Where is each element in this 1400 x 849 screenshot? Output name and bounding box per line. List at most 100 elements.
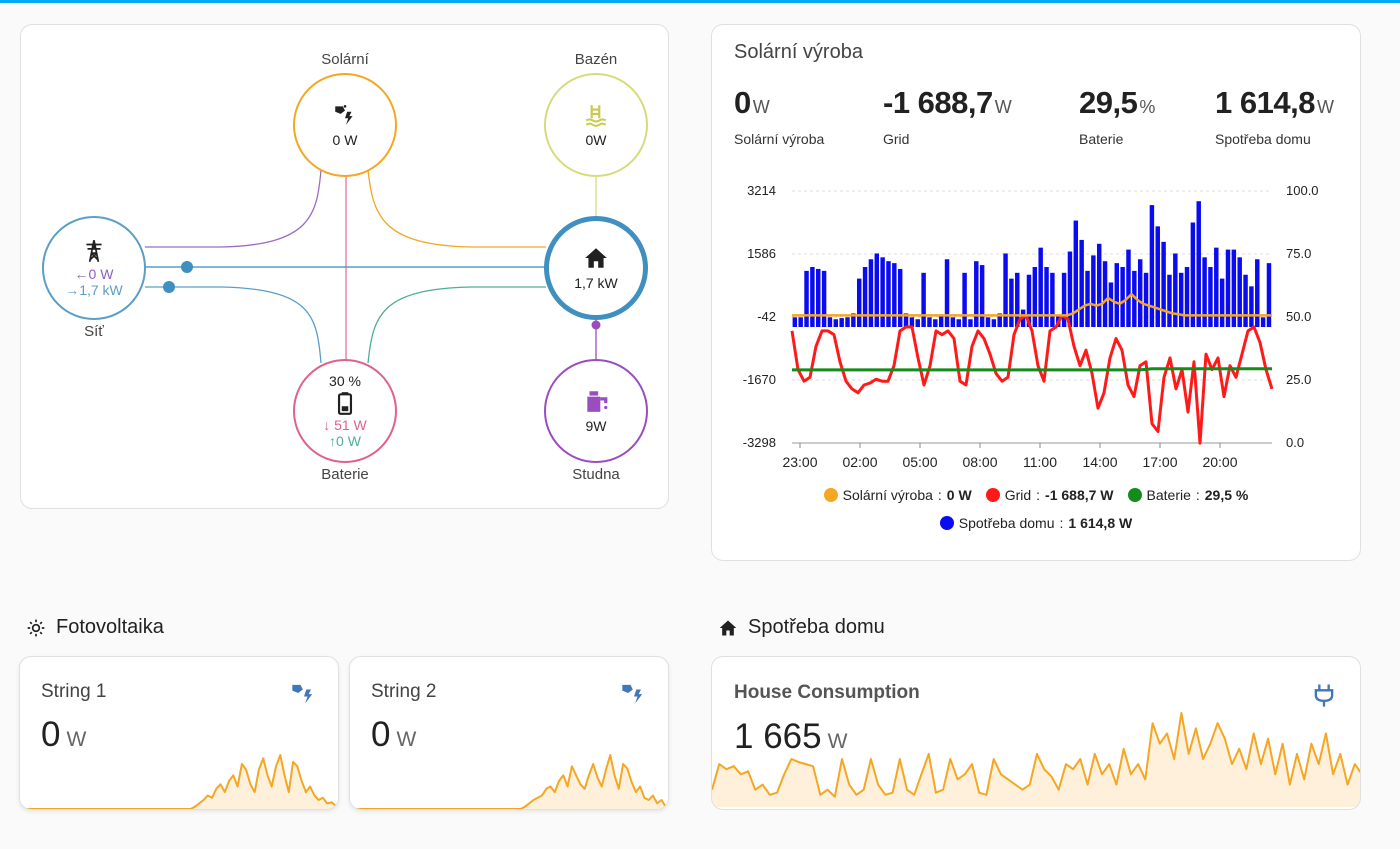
sparkline-area	[20, 755, 338, 809]
legend-solar[interactable]: Solární výroba:0 W	[823, 487, 972, 503]
sparkline-line	[20, 754, 338, 809]
y-right-tick: 0.0	[1286, 435, 1304, 450]
bar-spotreba-domu	[798, 317, 803, 327]
bar-spotreba-domu	[997, 313, 1002, 327]
series-line-solární-výroba	[792, 292, 1272, 317]
bar-spotreba-domu	[1108, 282, 1114, 327]
battery-icon	[337, 392, 353, 415]
solar-value: 0 W	[332, 132, 358, 148]
bar-spotreba-domu	[1032, 267, 1038, 327]
y-right-tick: 25.0	[1286, 372, 1311, 387]
stat-grid-label: Grid	[883, 131, 910, 147]
bar-spotreba-domu	[1003, 253, 1008, 327]
sparkline-area	[350, 755, 668, 809]
bar-spotreba-domu	[985, 317, 991, 327]
bar-spotreba-domu	[1079, 239, 1084, 327]
bar-spotreba-domu	[927, 317, 932, 327]
y-left-tick: -3298	[743, 435, 776, 450]
stat-battery-value: 29,5%	[1079, 85, 1155, 120]
well-node[interactable]: 9W	[544, 359, 648, 463]
bar-spotreba-domu	[892, 263, 897, 327]
grid-export-value: →1,7 kW	[65, 282, 123, 298]
bar-spotreba-domu	[1155, 226, 1160, 327]
section-home-title: Spotřeba domu	[748, 616, 885, 638]
bar-spotreba-domu	[1102, 261, 1108, 327]
section-pv-header: Fotovoltaika	[26, 616, 164, 639]
bar-spotreba-domu	[833, 319, 839, 327]
tile-value: 1 665 W	[734, 717, 848, 756]
tile-title: String 2	[371, 681, 437, 702]
grid-import-value: ←0 W	[74, 266, 114, 282]
bar-spotreba-domu	[1161, 241, 1166, 327]
stat-solar-label: Solární výroba	[734, 131, 825, 147]
water-pump-icon	[587, 391, 608, 412]
battery-node[interactable]: 30 % ↓ 51 W ↑0 W	[293, 359, 397, 463]
bar-spotreba-domu	[821, 270, 827, 327]
bar-spotreba-domu	[1260, 317, 1266, 327]
legend-home[interactable]: Spotřeba domu:1 614,8 W	[939, 515, 1132, 531]
legend-battery[interactable]: Baterie:29,5 %	[1127, 487, 1248, 503]
y-left-tick: -1670	[743, 372, 776, 387]
section-home-header: Spotřeba domu	[718, 616, 885, 639]
bar-spotreba-domu	[792, 317, 798, 327]
string-1-sparkline	[20, 754, 338, 809]
bar-spotreba-domu	[1202, 257, 1207, 327]
house-consumption-sparkline	[712, 712, 1360, 807]
tile-title: String 1	[41, 681, 107, 702]
x-tick-label: 17:00	[1142, 454, 1177, 470]
solar-power-icon	[292, 684, 313, 704]
transmission-tower-icon	[86, 239, 102, 263]
y-left-tick: -42	[757, 309, 776, 324]
x-tick-label: 14:00	[1082, 454, 1117, 470]
bar-spotreba-domu	[956, 319, 961, 327]
bar-spotreba-domu	[950, 317, 956, 327]
bar-spotreba-domu	[880, 257, 885, 327]
energy-flow-card: Solární 0 W Bazén 0W ←0 W →1,7 kW Síť 1,…	[20, 24, 669, 509]
bar-spotreba-domu	[1149, 205, 1155, 327]
y-left-tick: 3214	[747, 183, 776, 198]
bar-spotreba-domu	[1231, 249, 1237, 327]
sparkline-line	[712, 712, 1360, 798]
house-consumption-tile[interactable]: House Consumption 1 665 W	[711, 656, 1361, 810]
chart-legend-row-1: Solární výroba:0 W Grid: -1 688,7 W Bater…	[712, 487, 1360, 503]
bar-spotreba-domu	[903, 313, 909, 327]
bar-spotreba-domu	[1143, 272, 1149, 327]
grid-node[interactable]: ←0 W →1,7 kW	[42, 216, 146, 320]
stat-home-label: Spotřeba domu	[1215, 131, 1311, 147]
section-pv-title: Fotovoltaika	[56, 616, 164, 638]
bar-spotreba-domu	[1085, 270, 1090, 327]
bar-spotreba-domu	[1067, 251, 1073, 327]
legend-grid[interactable]: Grid: -1 688,7 W	[985, 487, 1114, 503]
x-tick-label: 11:00	[1023, 454, 1057, 470]
well-value: 9W	[585, 418, 607, 434]
bar-spotreba-domu	[1190, 222, 1196, 327]
bar-spotreba-domu	[1255, 259, 1260, 327]
bar-spotreba-domu	[1214, 247, 1219, 327]
stat-home-value: 1 614,8 W	[1215, 85, 1334, 120]
bar-spotreba-domu	[938, 315, 944, 327]
bar-spotreba-domu	[909, 317, 915, 327]
legend-grid-dot	[985, 488, 1000, 502]
bar-spotreba-domu	[1120, 267, 1125, 327]
pool-node[interactable]: 0W	[544, 73, 648, 177]
x-tick-label: 08:00	[962, 454, 997, 470]
bar-spotreba-domu	[1061, 272, 1067, 327]
solar-node[interactable]: 0 W	[293, 73, 397, 177]
y-right-tick: 50.0	[1286, 309, 1311, 324]
bar-spotreba-domu	[1114, 263, 1120, 327]
home-node[interactable]: 1,7 kW	[544, 216, 648, 320]
bar-spotreba-domu	[1173, 253, 1178, 327]
bar-spotreba-domu	[862, 267, 868, 327]
bar-spotreba-domu	[962, 272, 967, 327]
bar-spotreba-domu	[979, 265, 985, 327]
bar-spotreba-domu	[915, 319, 920, 327]
x-tick-label: 23:00	[782, 454, 817, 470]
bar-spotreba-domu	[1015, 272, 1020, 327]
solar-production-chart[interactable]: 3214 1586 -42 -1670 -3298 100.0 75.0 50.0 25.0 0.…	[712, 175, 1362, 485]
bar-spotreba-domu	[991, 319, 997, 327]
